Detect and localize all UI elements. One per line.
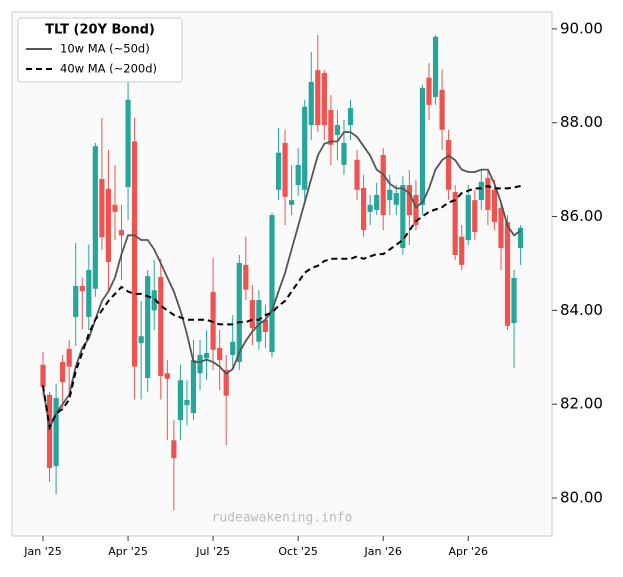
candle-body	[446, 140, 452, 190]
moving-average-line	[42, 131, 522, 431]
candle-body	[347, 108, 354, 126]
plot-area	[11, 11, 553, 537]
y-tick-label: 82.00	[560, 395, 603, 413]
candle-body	[485, 178, 491, 210]
candle-body	[230, 341, 236, 355]
candle-body	[105, 188, 112, 263]
candle-body	[86, 270, 92, 317]
candle-body	[243, 264, 249, 290]
candle-body	[40, 364, 46, 387]
candle-body	[367, 204, 373, 212]
candle-body	[472, 200, 478, 233]
candle-body	[184, 399, 190, 406]
candle-body	[203, 353, 210, 359]
candle-body	[282, 142, 288, 197]
candle-body	[138, 336, 144, 344]
candle-body	[295, 164, 301, 186]
x-tick-label: Apr '25	[108, 545, 148, 558]
candle-body	[452, 192, 458, 256]
candle-body	[491, 189, 498, 223]
candle-body	[302, 106, 308, 190]
candle-body	[158, 277, 164, 377]
moving-average-line	[42, 184, 521, 432]
x-tick-label: Oct '25	[278, 545, 318, 558]
candle-body	[308, 81, 314, 126]
candle-body	[132, 141, 138, 367]
candle-body	[256, 300, 262, 342]
candle-body	[275, 152, 282, 190]
legend-label: 40w MA (~200d)	[60, 62, 157, 76]
candle-body	[79, 285, 85, 292]
candle-body	[177, 380, 183, 421]
y-tick-label: 86.00	[560, 207, 603, 225]
candle-body	[125, 99, 131, 187]
candle-body	[380, 155, 386, 216]
candle-body	[334, 125, 341, 135]
candle-body	[145, 276, 151, 378]
candle-body	[112, 204, 118, 212]
candle-body	[262, 319, 269, 332]
candle-body	[498, 208, 504, 248]
y-tick-label: 84.00	[560, 301, 603, 319]
candle-body	[217, 347, 223, 361]
candle-body	[289, 200, 295, 205]
candle-body	[406, 185, 412, 216]
candle-body	[419, 87, 426, 205]
candle-body	[190, 360, 197, 414]
candle-body	[387, 189, 393, 201]
y-tick-label: 88.00	[560, 113, 603, 131]
candle-body	[46, 394, 53, 468]
x-tick-label: Jan '26	[363, 545, 401, 558]
candle-body	[432, 36, 439, 97]
candle-body	[360, 187, 367, 231]
candle-body	[439, 89, 445, 130]
candle-body	[321, 72, 327, 126]
candle-body	[164, 373, 170, 379]
candle-body	[478, 181, 484, 201]
candle-body	[459, 236, 465, 265]
legend-title: TLT (20Y Bond)	[45, 23, 155, 38]
candle-body	[197, 354, 203, 374]
candle-body	[210, 292, 216, 350]
candle-body	[315, 70, 321, 126]
candle-body	[393, 193, 399, 205]
candle-body	[236, 262, 242, 362]
candle-body	[465, 194, 471, 240]
candle-body	[99, 179, 105, 238]
candle-body	[341, 142, 347, 165]
y-tick-label: 80.00	[560, 489, 603, 507]
candle-body	[374, 194, 380, 210]
candle-body	[413, 194, 419, 225]
x-tick-label: Jul '25	[195, 545, 230, 558]
candle-body	[354, 159, 360, 190]
candle-body	[328, 110, 334, 145]
candle-body	[504, 222, 511, 326]
legend-box	[17, 17, 183, 83]
x-tick-label: Apr '26	[448, 545, 488, 558]
x-tick-label: Jan '25	[23, 545, 61, 558]
candle-body	[223, 369, 229, 396]
candle-body	[92, 146, 98, 289]
legend-label: 10w MA (~50d)	[60, 42, 150, 56]
candle-body	[53, 398, 59, 467]
candle-body	[249, 300, 255, 329]
candle-body	[517, 227, 524, 248]
y-tick-label: 90.00	[560, 19, 603, 37]
candle-body	[60, 361, 66, 383]
candle-body	[66, 348, 72, 367]
candle-body	[400, 185, 406, 248]
candle-body	[118, 230, 125, 236]
candle-body	[171, 440, 177, 459]
candle-body	[426, 77, 432, 105]
candle-body	[269, 215, 275, 353]
candle-body	[73, 285, 79, 317]
candle-body	[151, 290, 157, 311]
candle-body	[511, 277, 517, 324]
watermark: rudeawakening.info	[212, 511, 353, 526]
